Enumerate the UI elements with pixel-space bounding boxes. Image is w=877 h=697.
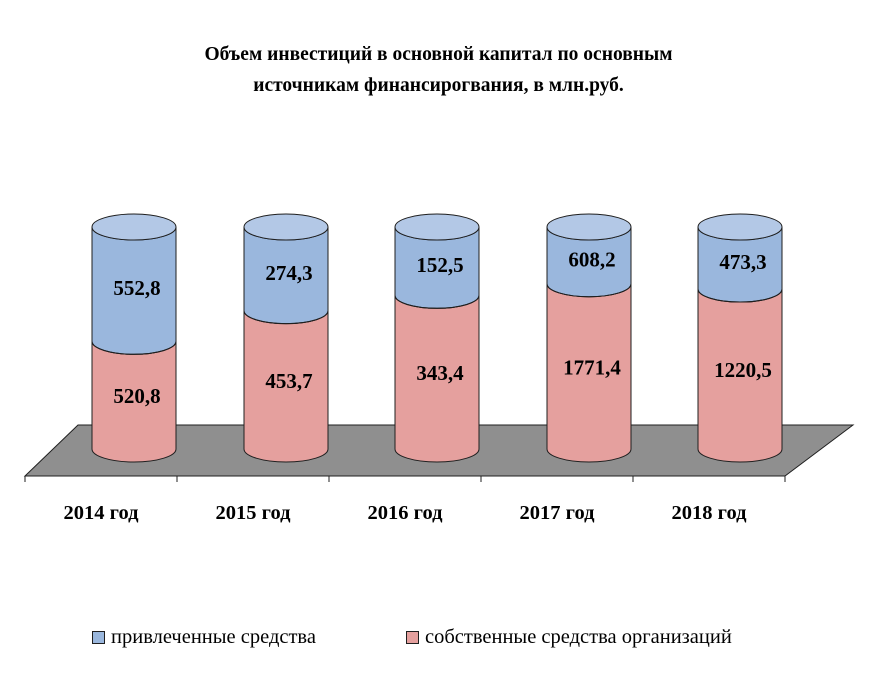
legend-label-own: собственные средства организаций	[425, 626, 732, 648]
bar-split-edge-2	[243, 310, 329, 325]
data-label-attracted-1: 552,8	[113, 276, 160, 300]
data-label-own-4: 1771,4	[563, 355, 621, 379]
legend: привлеченные средства собственные средст…	[0, 626, 877, 656]
x-tick-label-3: 2016 год	[368, 502, 444, 524]
data-label-attracted-4: 608,2	[568, 247, 615, 271]
bar-top-cap-2	[243, 213, 329, 241]
data-label-attracted-5: 473,3	[719, 250, 766, 274]
bar-top-cap-3	[394, 213, 480, 241]
legend-item-own: собственные средства организаций	[406, 626, 732, 649]
data-label-attracted-3: 152,5	[416, 253, 463, 277]
chart-title-line-1: Объем инвестиций в основной капитал по о…	[204, 44, 673, 65]
bar-split-edge-4	[546, 283, 632, 298]
chart-title-line-2: источникам финансирогвания, в млн.руб.	[253, 75, 624, 96]
data-label-own-3: 343,4	[416, 361, 464, 385]
x-tick-label-1: 2014 год	[64, 502, 140, 524]
legend-swatch-attracted	[92, 631, 105, 644]
bar-top-cap-5	[697, 213, 783, 241]
bar-split-edge-5	[697, 288, 783, 303]
data-label-own-5: 1220,5	[714, 358, 772, 382]
x-tick-label-4: 2017 год	[520, 502, 596, 524]
data-label-attracted-2: 274,3	[265, 261, 312, 285]
x-tick-label-5: 2018 год	[672, 502, 748, 524]
legend-label-attracted: привлеченные средства	[111, 626, 316, 648]
bar-top-cap-4	[546, 213, 632, 241]
data-label-own-1: 520,8	[113, 384, 160, 408]
legend-swatch-own	[406, 631, 419, 644]
bar-split-edge-3	[394, 295, 480, 309]
bar-top-cap-1	[91, 213, 177, 241]
legend-item-attracted: привлеченные средства	[92, 626, 316, 649]
data-label-own-2: 453,7	[265, 369, 312, 393]
bar-split-edge-1	[91, 341, 177, 355]
x-tick-label-2: 2015 год	[216, 502, 292, 524]
